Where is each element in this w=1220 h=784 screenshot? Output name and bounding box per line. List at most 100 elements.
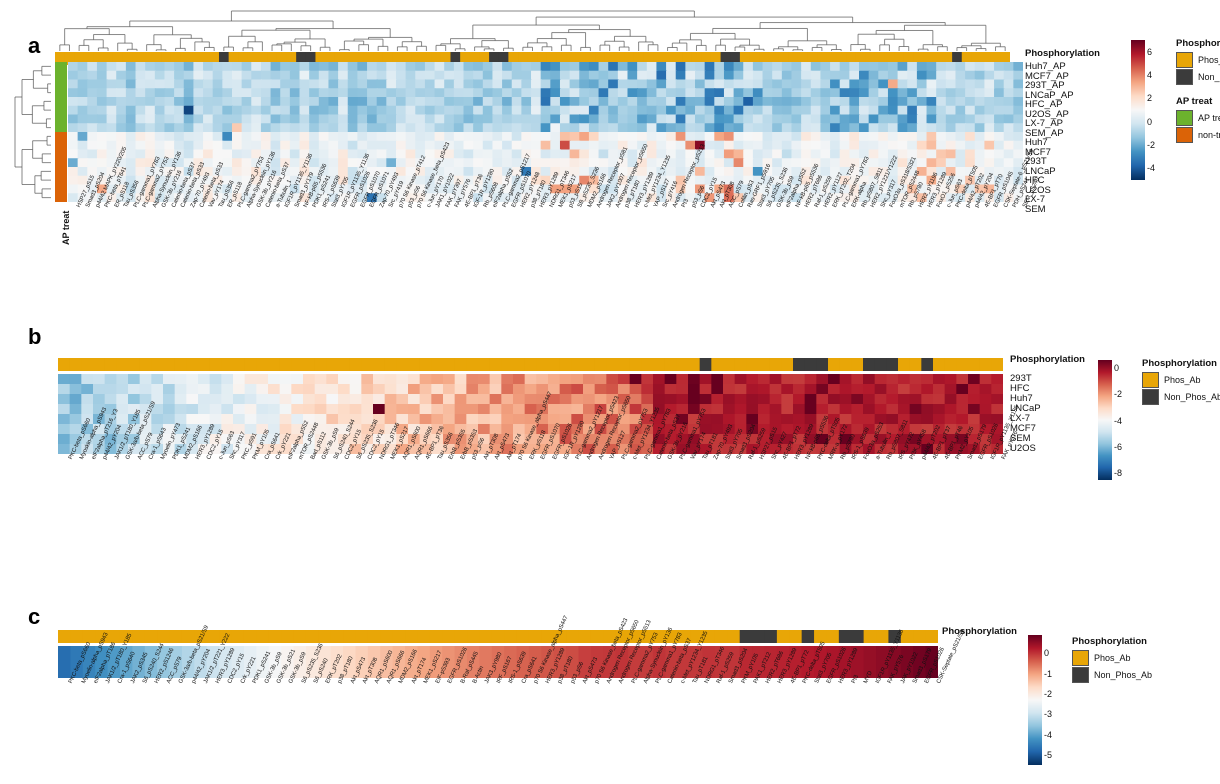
- legend-item-label: AP treat: [1198, 113, 1220, 123]
- legend-item[interactable]: Phos_Ab: [1142, 372, 1220, 388]
- panel-c-heatmap: [58, 646, 938, 678]
- row-label: U2OS: [1025, 184, 1051, 196]
- panel-a-heatmap: [68, 62, 1023, 202]
- panel-a-ap-treat-track: [55, 62, 67, 202]
- panel-b-legend-phosphorylation: Phosphorylation Phos_Ab Non_Phos_Ab: [1142, 358, 1220, 406]
- panel-a-row-dendrogram: [14, 62, 52, 202]
- phos-ab-swatch: [1142, 372, 1159, 388]
- panel-b-heatmap: [58, 374, 1003, 454]
- colorbar-tick-label: -2: [1114, 389, 1123, 400]
- panel-a-colorbar-gradient: [1131, 40, 1145, 180]
- legend-title: Phosphorylation: [1176, 38, 1220, 49]
- legend-item[interactable]: Non_Phos_Ab: [1176, 69, 1220, 85]
- row-label: MCF7_AP: [1025, 70, 1069, 82]
- colorbar-tick-label: 0: [1044, 648, 1050, 659]
- legend-item[interactable]: Non_Phos_Ab: [1142, 389, 1220, 405]
- panel-b-column-labels: PKC-beta_pS660 Myoskin-alpha_pS943 eIF2alp…: [58, 391, 1020, 460]
- non-phos-ab-swatch: [1176, 69, 1193, 85]
- colorbar-tick-label: -4: [1114, 415, 1123, 426]
- panel-a-top-annotation-title: Phosphorylation: [1025, 48, 1100, 59]
- legend-item[interactable]: Phos_Ab: [1176, 52, 1220, 68]
- row-label: 293T: [1025, 156, 1047, 167]
- row-label: MCF7: [1010, 423, 1036, 435]
- phos-ab-swatch: [1176, 52, 1193, 68]
- panel-a-column-dendrogram: [55, 10, 1010, 52]
- colorbar-tick-label: -2: [1147, 140, 1156, 150]
- panel-a-side-annotation-title: AP treat: [61, 210, 71, 245]
- panel-b-top-annotation-title: Phosphorylation: [1010, 354, 1085, 365]
- panel-a-phosphorylation-track: [55, 52, 1010, 65]
- panel-a-legend-ap-treat: AP treat AP treat non-treated: [1176, 96, 1220, 144]
- panel-c-colorbar-gradient: [1028, 635, 1042, 765]
- colorbar-tick-label: -4: [1147, 163, 1156, 174]
- legend-item[interactable]: Non_Phos_Ab: [1072, 667, 1152, 683]
- row-label: LNCaP_AP: [1025, 89, 1074, 101]
- row-label: LNCaP: [1025, 165, 1056, 177]
- row-label: 293T: [1010, 373, 1032, 384]
- legend-item-label: Phos_Ab: [1094, 653, 1131, 663]
- panel-b-colorbar-gradient: [1098, 360, 1112, 480]
- row-label: Huh7: [1025, 137, 1048, 148]
- legend-item[interactable]: AP treat: [1176, 110, 1220, 126]
- colorbar-tick-label: -5: [1044, 749, 1053, 760]
- colorbar-tick-label: 2: [1147, 93, 1153, 104]
- row-label: Huh7_AP: [1025, 61, 1066, 72]
- row-label: LNCaP: [1010, 403, 1041, 415]
- colorbar-tick-label: 6: [1147, 46, 1153, 57]
- row-label: U2OS: [1010, 443, 1036, 455]
- row-label: LX-7: [1025, 194, 1046, 205]
- panel-b-row-labels: 293T HFC Huh7 LNCaP LX-7 MCF7 SEM U2OS: [1010, 374, 1041, 454]
- legend-item-label: Non_Phos_Ab: [1164, 392, 1220, 402]
- legend-item-label: Non_Phos_Ab: [1198, 72, 1220, 82]
- legend-item-label: non-treated: [1198, 130, 1220, 140]
- legend-item[interactable]: non-treated: [1176, 127, 1220, 143]
- panel-c-legend-phosphorylation: Phosphorylation Phos_Ab Non_Phos_Ab: [1072, 636, 1152, 684]
- non-phos-ab-swatch: [1142, 389, 1159, 405]
- colorbar-tick-label: -4: [1044, 729, 1053, 740]
- row-label: HFC_AP: [1025, 99, 1063, 110]
- panel-b-phosphorylation-track: [58, 358, 1003, 371]
- non-treated-swatch: [1176, 127, 1193, 143]
- row-label: MCF7: [1025, 146, 1051, 158]
- panel-c-column-labels: PKC-beta_pS660 Myoelin-alpha_pS943 eIF2alp…: [58, 615, 966, 684]
- legend-item-label: Phos_Ab: [1198, 55, 1220, 65]
- row-label: 293T_AP: [1025, 80, 1065, 91]
- colorbar-tick-label: -1: [1044, 668, 1053, 679]
- panel-a-column-labels: HSP27_pS15 Smad3_pS204 p44/42 MAPK_pY220/2…: [68, 142, 1041, 209]
- panel-a-letter: a: [28, 33, 41, 58]
- row-label: LX-7: [1010, 413, 1031, 425]
- colorbar-tick-label: -2: [1044, 688, 1053, 699]
- legend-title: Phosphorylation: [1072, 636, 1147, 647]
- row-label: SEM_AP: [1025, 127, 1064, 139]
- legend-item-label: Phos_Ab: [1164, 375, 1201, 385]
- panel-b-letter: b: [28, 324, 42, 349]
- colorbar-tick-label: 4: [1147, 70, 1153, 80]
- row-label: U2OS_AP: [1025, 108, 1069, 120]
- panel-a-row-labels: Huh7_AP MCF7_AP 293T_AP LNCaP_AP HFC_AP U2OS_…: [1025, 61, 1074, 214]
- panel-c-phosphorylation-track: [58, 630, 938, 643]
- panel-c-colorbar: 0 -1 -2 -3 -4 -5: [1028, 635, 1052, 765]
- legend-title: Phosphorylation: [1142, 358, 1217, 369]
- panel-c-letter: c: [28, 604, 41, 629]
- row-label: SEM: [1025, 203, 1046, 215]
- panel-b-colorbar: 0 -2 -4 -6 -8: [1098, 360, 1122, 480]
- row-label: Huh7: [1010, 393, 1033, 405]
- colorbar-tick-label: 0: [1114, 362, 1120, 373]
- panel-c-top-annotation-title: Phosphorylation: [942, 626, 1017, 637]
- legend-title: AP treat: [1176, 96, 1213, 107]
- row-label: LX-7_AP: [1025, 118, 1064, 129]
- legend-item[interactable]: Phos_Ab: [1072, 650, 1152, 666]
- panel-a-legend-phosphorylation: Phosphorylation Phos_Ab Non_Phos_Ab: [1176, 38, 1220, 86]
- row-label: SEM: [1010, 433, 1031, 445]
- colorbar-tick-label: -6: [1114, 442, 1123, 453]
- colorbar-tick-label: -8: [1114, 468, 1123, 479]
- column-label: PI3: [681, 198, 691, 209]
- ap-treat-swatch: [1176, 110, 1193, 126]
- row-label: HFC: [1025, 175, 1045, 186]
- panel-a-colorbar: 6 4 2 0 -2 -4: [1131, 40, 1155, 180]
- non-phos-ab-swatch: [1072, 667, 1089, 683]
- colorbar-tick-label: -3: [1044, 709, 1053, 720]
- colorbar-tick-label: 0: [1147, 116, 1153, 127]
- legend-item-label: Non_Phos_Ab: [1094, 670, 1153, 680]
- row-label: HFC: [1010, 383, 1030, 395]
